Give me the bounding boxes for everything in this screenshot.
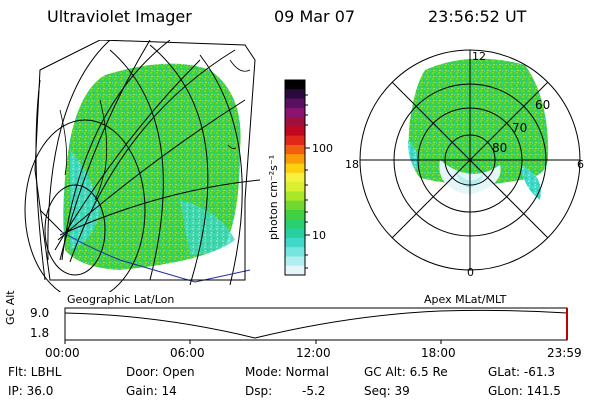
date-display: 09 Mar 07 bbox=[274, 7, 356, 26]
colorbar-segment bbox=[285, 117, 305, 127]
glat-status: GLat: -61.3 bbox=[488, 365, 555, 379]
timeline-xtick-1800: 18:00 bbox=[421, 346, 456, 360]
filter-status: Flt: LBHL bbox=[8, 365, 62, 379]
colorbar-segment bbox=[285, 265, 305, 276]
colorbar-tick-100: 100 bbox=[312, 142, 333, 155]
colorbar-segment bbox=[285, 191, 305, 202]
colorbar-segment bbox=[285, 210, 305, 220]
mlt-label-12: 12 bbox=[472, 50, 486, 63]
imager-title: Ultraviolet Imager bbox=[47, 7, 192, 26]
colorbar-segment bbox=[285, 107, 305, 118]
geographic-map-label: Geographic Lat/Lon bbox=[67, 293, 175, 306]
colorbar-segment bbox=[285, 80, 305, 90]
colorbar-segment bbox=[285, 228, 305, 239]
timeline-xtick-2359: 23:59 bbox=[547, 346, 582, 360]
gain-status: Gain: 14 bbox=[126, 384, 177, 398]
colorbar-unit-label: photon cm⁻²s⁻¹ bbox=[267, 155, 280, 240]
colorbar-segment bbox=[285, 247, 305, 257]
aurora-image-polar bbox=[408, 58, 549, 185]
apex-map-label: Apex MLat/MLT bbox=[424, 293, 507, 306]
timeline-ytick-high: 9.0 bbox=[30, 306, 50, 320]
lat-label-80: 80 bbox=[492, 141, 507, 155]
gc-alt-status: GC Alt: 6.5 Re bbox=[364, 365, 448, 379]
mlt-label-0: 0 bbox=[467, 266, 474, 279]
polar-map: 12 18 6 0 60 70 80 bbox=[345, 49, 584, 279]
colorbar-segment bbox=[285, 154, 305, 165]
door-status: Door: Open bbox=[126, 365, 195, 379]
timeline-xtick-0000: 00:00 bbox=[45, 346, 80, 360]
timeline-y-label: GC Alt bbox=[4, 290, 17, 325]
colorbar-segment bbox=[285, 200, 305, 211]
dsp-label: Dsp: bbox=[245, 384, 273, 398]
colorbar-segment bbox=[285, 89, 305, 100]
colorbar-segment bbox=[285, 145, 305, 155]
ip-status: IP: 36.0 bbox=[8, 384, 54, 398]
colorbar-segment bbox=[285, 98, 305, 109]
geographic-map bbox=[24, 40, 260, 292]
colorbar-segment bbox=[285, 256, 305, 267]
mode-status: Mode: Normal bbox=[245, 365, 329, 379]
lat-label-70: 70 bbox=[512, 121, 527, 135]
colorbar-segment bbox=[285, 135, 305, 146]
timeline-xtick-1200: 12:00 bbox=[296, 346, 331, 360]
timeline-xtick-0600: 06:00 bbox=[170, 346, 205, 360]
mlt-label-6: 6 bbox=[577, 158, 584, 171]
colorbar-segment bbox=[285, 163, 305, 174]
mlt-label-18: 18 bbox=[345, 158, 359, 171]
color-scale-bar bbox=[285, 80, 305, 276]
glon-status: GLon: 141.5 bbox=[488, 384, 561, 398]
lat-label-60: 60 bbox=[535, 98, 550, 112]
seq-status: Seq: 39 bbox=[364, 384, 410, 398]
altitude-timeline bbox=[64, 307, 568, 344]
colorbar-segment bbox=[285, 237, 305, 248]
colorbar-segment bbox=[285, 172, 305, 183]
colorbar-segment bbox=[285, 219, 305, 230]
color-scale-frame bbox=[284, 79, 306, 276]
colorbar-segment bbox=[285, 126, 305, 137]
colorbar-segment bbox=[285, 182, 305, 192]
colorbar-tick-10: 10 bbox=[312, 229, 326, 242]
timeline-ytick-low: 1.8 bbox=[30, 326, 50, 340]
dsp-value: -5.2 bbox=[302, 384, 326, 398]
time-display: 23:56:52 UT bbox=[428, 7, 527, 26]
